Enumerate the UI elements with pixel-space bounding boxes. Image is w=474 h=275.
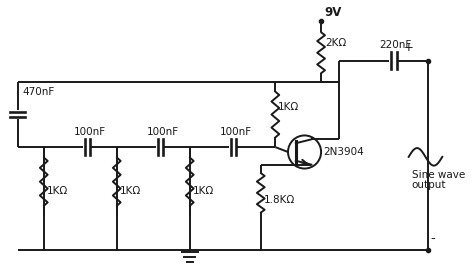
Text: 470nF: 470nF bbox=[22, 87, 55, 97]
Text: 1KΩ: 1KΩ bbox=[192, 186, 214, 196]
Text: 220nF: 220nF bbox=[380, 40, 412, 50]
Text: 9V: 9V bbox=[324, 6, 341, 19]
Text: 1KΩ: 1KΩ bbox=[119, 186, 141, 196]
Text: 1KΩ: 1KΩ bbox=[278, 102, 300, 112]
Text: 100nF: 100nF bbox=[220, 127, 252, 138]
Text: -: - bbox=[430, 232, 435, 246]
Text: 1.8KΩ: 1.8KΩ bbox=[264, 195, 295, 205]
Text: 100nF: 100nF bbox=[74, 127, 106, 138]
Text: Sine wave: Sine wave bbox=[411, 170, 465, 180]
Text: 100nF: 100nF bbox=[147, 127, 179, 138]
Text: 1KΩ: 1KΩ bbox=[47, 186, 68, 196]
Text: output: output bbox=[411, 180, 446, 190]
Text: 2KΩ: 2KΩ bbox=[325, 39, 346, 48]
Text: 2N3904: 2N3904 bbox=[323, 147, 364, 157]
Text: +: + bbox=[404, 41, 414, 54]
